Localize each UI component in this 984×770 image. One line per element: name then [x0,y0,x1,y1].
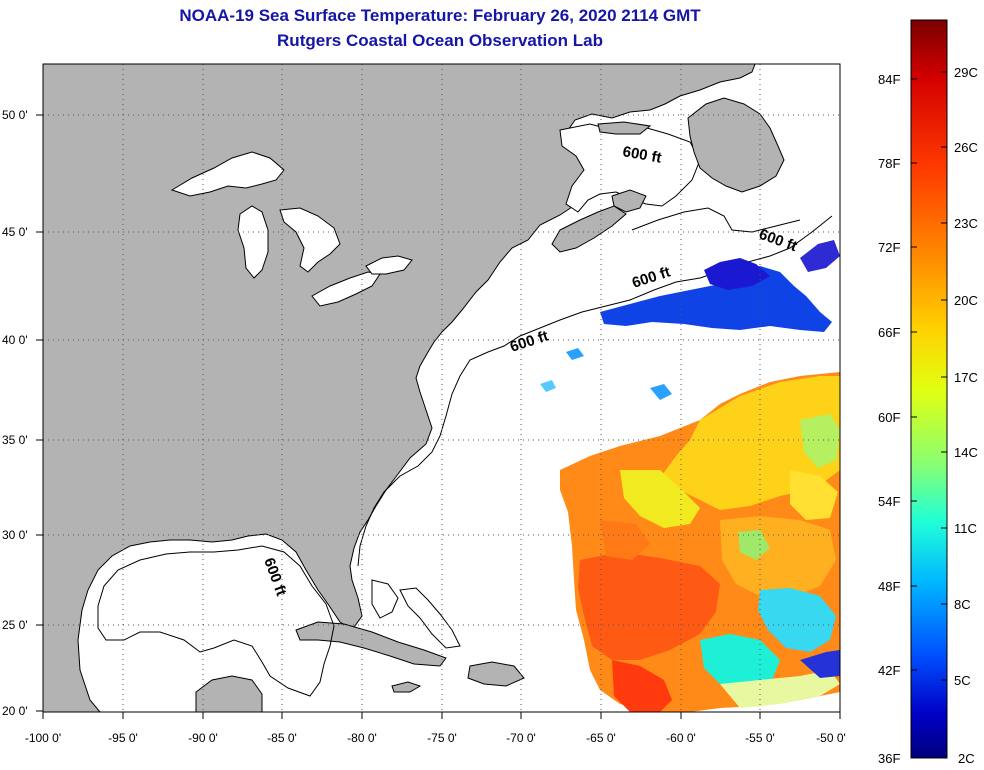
cuba-land [295,621,447,667]
lon-label-50: -50 0' [816,731,846,745]
lon-label-65: -65 0' [586,731,616,745]
lat-label-45: 45 0' [2,225,28,239]
lat-label-25: 25 0' [2,618,28,632]
lon-ticks [42,712,841,719]
cape-breton-land [611,189,647,213]
map-subtitle: Rutgers Coastal Ocean Observation Lab [277,31,603,50]
bahamas-banks [371,579,461,649]
lake-michigan [237,205,269,279]
sst-warm-region [560,372,840,712]
lon-label-90: -90 0' [188,731,218,745]
colorbar-c-17: 17C [954,370,978,385]
anticosti-island [597,121,652,135]
lake-superior [170,151,285,197]
colorbar [910,19,948,759]
colorbar-f-72: 72F [878,240,900,255]
isobath-label-gulf-st-lawrence: 600 ft [621,143,663,167]
lon-label-95: -95 0' [108,731,138,745]
colorbar-c-26: 26C [954,140,978,155]
colorbar-f-48: 48F [878,579,900,594]
lon-label-80: -80 0' [347,731,377,745]
colorbar-f-60: 60F [878,410,900,425]
colorbar-f-84: 84F [878,72,900,87]
newfoundland-land [687,97,785,193]
colorbar-c-20: 20C [954,293,978,308]
colorbar-f-42: 42F [878,663,900,678]
graticule [43,64,840,712]
colorbar-f-36: 36F [878,751,900,766]
shelf-isobath [631,207,801,233]
colorbar-c-29: 29C [954,65,978,80]
colorbar-c-14: 14C [954,445,978,460]
lat-label-35: 35 0' [2,433,28,447]
lat-label-30: 30 0' [2,528,28,542]
lon-label-55: -55 0' [745,731,775,745]
lake-ontario [365,255,413,275]
colorbar-c-8: 8C [954,597,971,612]
colorbar-c-23: 23C [954,216,978,231]
colorbar-ticks-right [941,71,947,681]
yucatan-land [195,675,263,712]
colorbar-f-54: 54F [878,494,900,509]
lon-label-70: -70 0' [506,731,536,745]
lake-erie [311,271,381,307]
lon-label-75: -75 0' [427,731,457,745]
hispaniola-land [467,661,525,687]
map-title: NOAA-19 Sea Surface Temperature: Februar… [179,6,701,25]
lon-label-100: -100 0' [25,731,61,745]
colorbar-f-78: 78F [878,156,900,171]
lon-label-85: -85 0' [267,731,297,745]
colorbar-f-66: 66F [878,325,900,340]
colorbar-c-11: 11C [954,521,977,536]
colorbar-ticks-left [911,78,917,671]
colorbar-c-5: 5C [954,673,971,688]
jamaica-land [391,681,422,693]
sst-cold-band [540,240,840,400]
nova-scotia-land [551,205,627,253]
lake-huron [279,207,341,273]
lon-label-60: -60 0' [666,731,696,745]
lat-label-40: 40 0' [2,333,28,347]
lat-label-50: 50 0' [2,108,28,122]
lat-label-20: 20 0' [2,704,28,718]
lat-ticks [36,114,43,712]
colorbar-c-2: 2C [958,751,975,766]
gulf-isobath [97,545,335,697]
north-america-land [43,64,756,712]
